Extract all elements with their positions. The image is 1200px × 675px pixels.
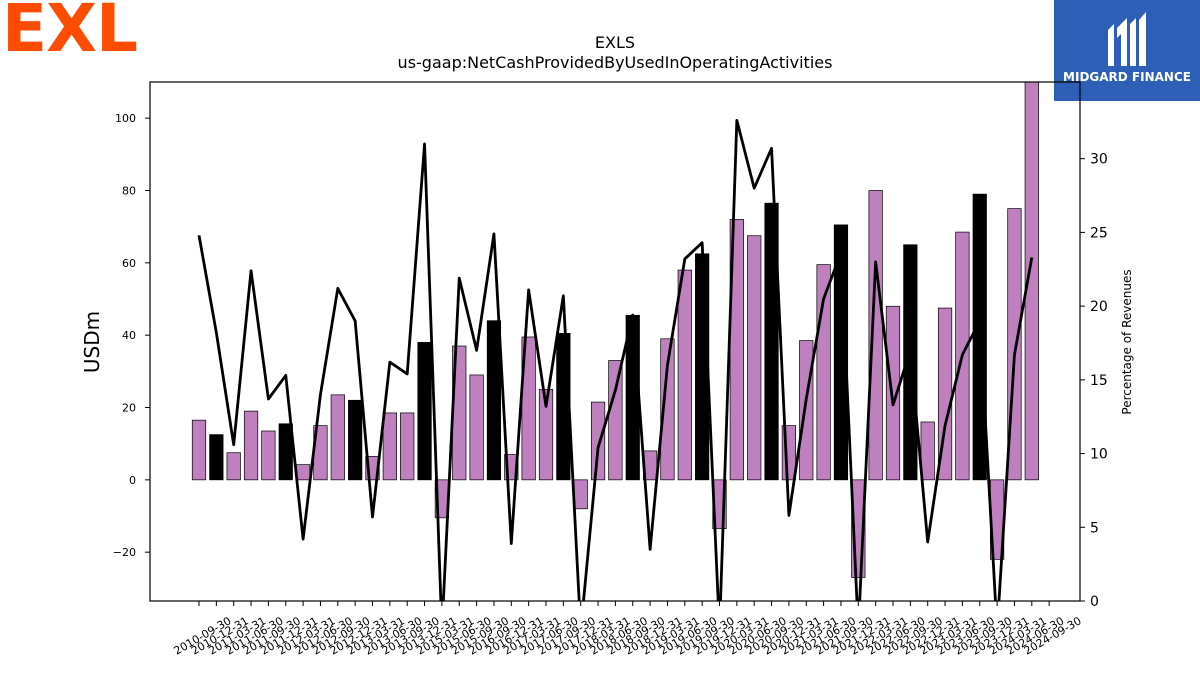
y-tick-label-left: 100 [115, 112, 136, 125]
bar [799, 340, 814, 481]
bar [747, 235, 762, 481]
bar [590, 401, 606, 481]
bar [677, 269, 692, 481]
bar [191, 419, 207, 481]
y-tick-label-right: 5 [1090, 520, 1099, 536]
y-tick-label-right: 20 [1090, 299, 1108, 315]
y-axis-label-right: Percentage of Revenues [1120, 269, 1134, 414]
y-axis-label-left: USDm [80, 311, 104, 373]
y-tick-label-left: 40 [122, 329, 136, 342]
y-tick-label-right: 0 [1090, 594, 1099, 610]
bar [417, 342, 432, 481]
bar [382, 412, 397, 481]
bar [348, 399, 363, 481]
bar [209, 434, 224, 481]
bar [885, 305, 901, 481]
exl-logo: EXL [2, 0, 138, 67]
y-tick-label-right: 10 [1090, 447, 1108, 463]
midgard-emblem-icon [1108, 12, 1146, 66]
bar [660, 338, 675, 481]
y-tick-label-left: 60 [122, 257, 136, 270]
bar [608, 360, 623, 481]
y-tick-label-right: 15 [1090, 373, 1108, 389]
bar [226, 452, 241, 481]
bar [243, 410, 259, 481]
midgard-finance-logo: MIDGARD FINANCE [1054, 0, 1200, 101]
bar [1024, 82, 1039, 481]
midgard-logo-text: MIDGARD FINANCE [1063, 70, 1191, 84]
y-tick-label-left: 80 [122, 185, 136, 198]
bar [538, 389, 554, 481]
bar [400, 412, 415, 481]
bar [920, 421, 935, 481]
bar [868, 190, 883, 481]
bar [486, 320, 502, 481]
chart-subtitle: us-gaap:NetCashProvidedByUsedInOperating… [397, 53, 833, 72]
bar [296, 464, 311, 481]
y-tick-label-left: 0 [129, 474, 136, 487]
bar [261, 430, 276, 481]
bar [833, 224, 849, 481]
chart-title: EXLS [594, 33, 636, 52]
series-line [197, 118, 1034, 601]
y-tick-label-right: 25 [1090, 225, 1108, 241]
y-tick-label-left: −20 [113, 546, 136, 559]
y-tick-label-left: 20 [122, 402, 136, 415]
bar [573, 479, 588, 510]
y-tick-label-right: 30 [1090, 152, 1108, 168]
bar [764, 202, 779, 481]
bar [330, 394, 345, 481]
bar [469, 374, 484, 481]
